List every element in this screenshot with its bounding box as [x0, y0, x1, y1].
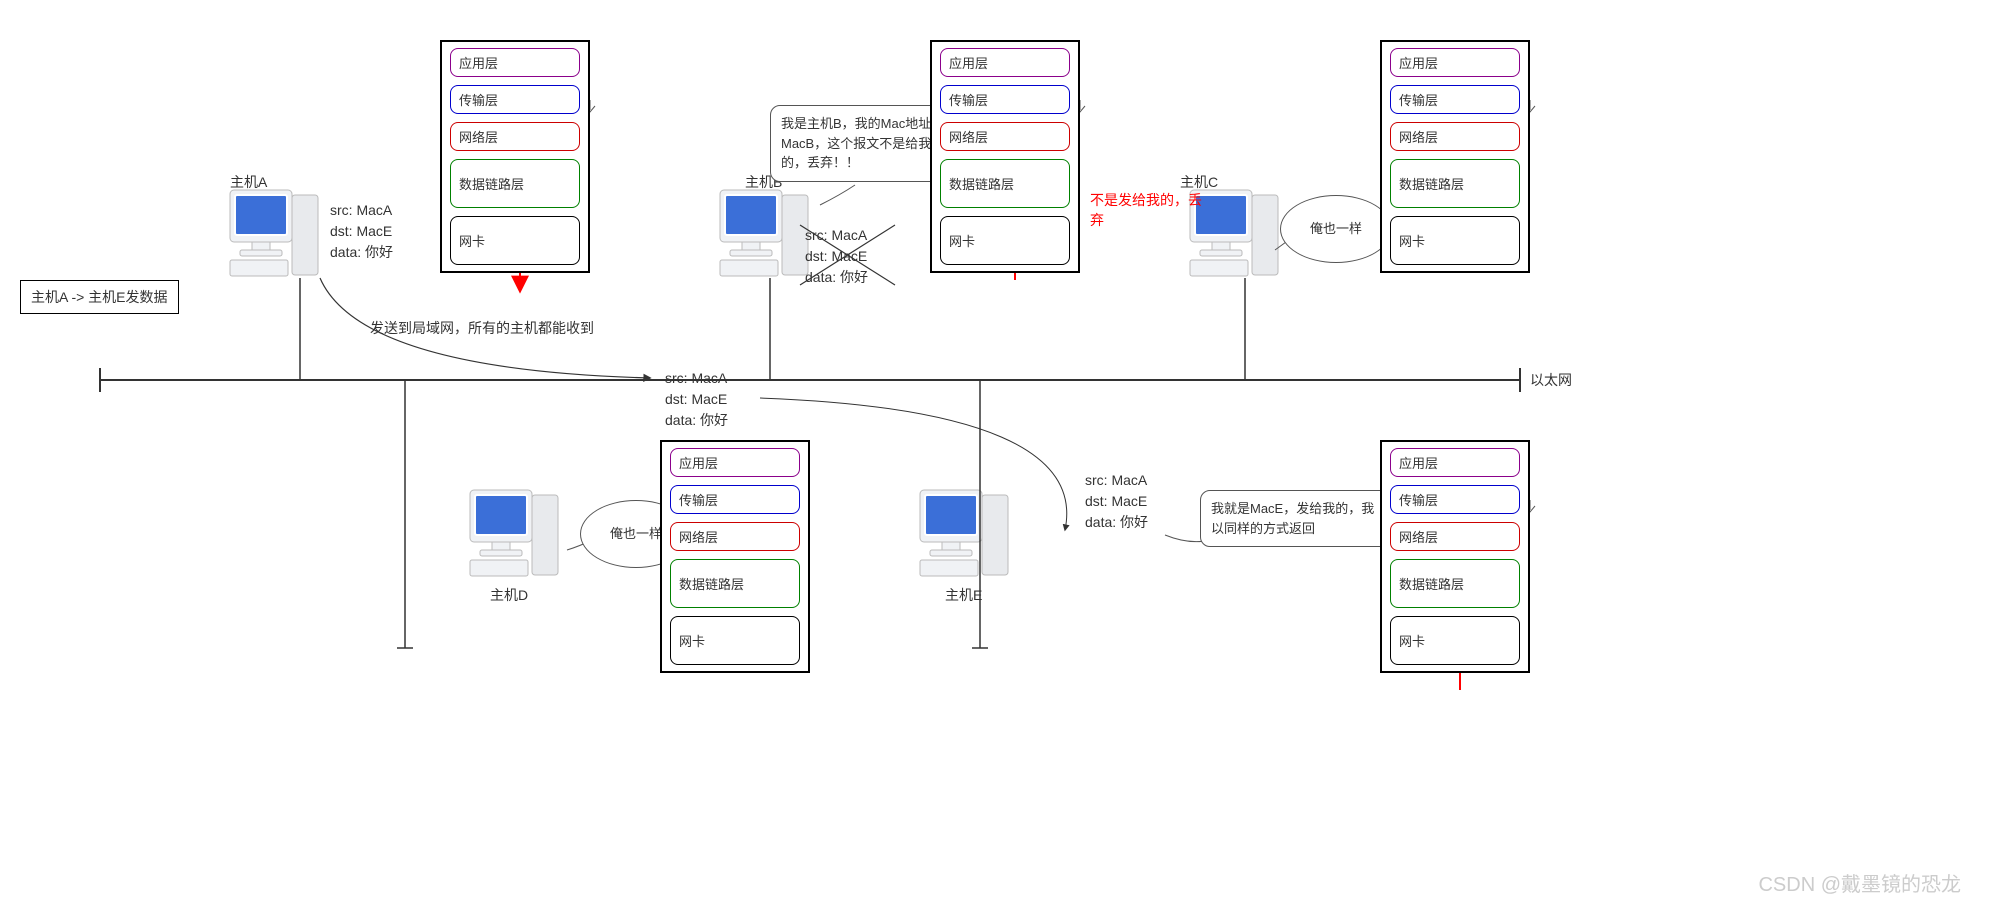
layer-link: 数据链路层 [1390, 559, 1520, 608]
layer-trans: 传输层 [450, 85, 580, 114]
layer-app: 应用层 [1390, 48, 1520, 77]
host-e-packet: src: MacA dst: MacE data: 你好 [1085, 470, 1148, 533]
host-b-packet: src: MacA dst: MacE data: 你好 [805, 225, 868, 288]
host-a-stack: 应用层 传输层 网络层 数据链路层 网卡 [440, 40, 590, 273]
bus-packet: src: MacA dst: MacE data: 你好 [665, 368, 728, 431]
layer-app: 应用层 [670, 448, 800, 477]
layer-trans: 传输层 [1390, 85, 1520, 114]
host-d-stack: 应用层 传输层 网络层 数据链路层 网卡 [660, 440, 810, 673]
layer-app: 应用层 [450, 48, 580, 77]
host-d-label: 主机D [490, 585, 528, 605]
layer-link: 数据链路层 [940, 159, 1070, 208]
host-a-label: 主机A [230, 172, 267, 192]
host-b-pc [720, 190, 808, 276]
watermark: CSDN @戴墨镜的恐龙 [1758, 868, 1961, 897]
layer-trans: 传输层 [940, 85, 1070, 114]
layer-net: 网络层 [1390, 122, 1520, 151]
host-a-pc [230, 190, 318, 276]
layer-link: 数据链路层 [450, 159, 580, 208]
layer-nic: 网卡 [1390, 616, 1520, 665]
layer-net: 网络层 [450, 122, 580, 151]
layer-net: 网络层 [1390, 522, 1520, 551]
host-c-stack: 应用层 传输层 网络层 数据链路层 网卡 [1380, 40, 1530, 273]
bus-packet-dst: dst: MacE [665, 389, 728, 410]
layer-app: 应用层 [940, 48, 1070, 77]
title-box: 主机A -> 主机E发数据 [20, 280, 179, 314]
host-e-bubble: 我就是MacE，发给我的，我以同样的方式返回 [1200, 490, 1392, 547]
layer-nic: 网卡 [1390, 216, 1520, 265]
bus-packet-data: data: 你好 [665, 410, 728, 431]
layer-net: 网络层 [670, 522, 800, 551]
host-b-red-note: 不是发给我的，丢弃 [1090, 190, 1210, 230]
layer-nic: 网卡 [670, 616, 800, 665]
title-text: 主机A -> 主机E发数据 [31, 289, 168, 305]
ethernet-label: 以太网 [1530, 370, 1572, 390]
host-c-label: 主机C [1180, 172, 1218, 192]
layer-trans: 传输层 [670, 485, 800, 514]
layer-app: 应用层 [1390, 448, 1520, 477]
layer-nic: 网卡 [940, 216, 1070, 265]
host-d-pc [470, 490, 558, 576]
broadcast-note: 发送到局域网，所有的主机都能收到 [370, 318, 594, 338]
host-e-stack: 应用层 传输层 网络层 数据链路层 网卡 [1380, 440, 1530, 673]
host-a-packet: src: MacA dst: MacE data: 你好 [330, 200, 393, 263]
host-c-bubble: 俺也一样 [1280, 195, 1392, 263]
layer-link: 数据链路层 [1390, 159, 1520, 208]
host-e-pc [920, 490, 1008, 576]
host-b-stack: 应用层 传输层 网络层 数据链路层 网卡 [930, 40, 1080, 273]
layer-trans: 传输层 [1390, 485, 1520, 514]
host-e-label: 主机E [945, 585, 982, 605]
layer-link: 数据链路层 [670, 559, 800, 608]
layer-net: 网络层 [940, 122, 1070, 151]
layer-nic: 网卡 [450, 216, 580, 265]
bus-packet-src: src: MacA [665, 368, 728, 389]
bubble-b-tail [820, 185, 855, 205]
